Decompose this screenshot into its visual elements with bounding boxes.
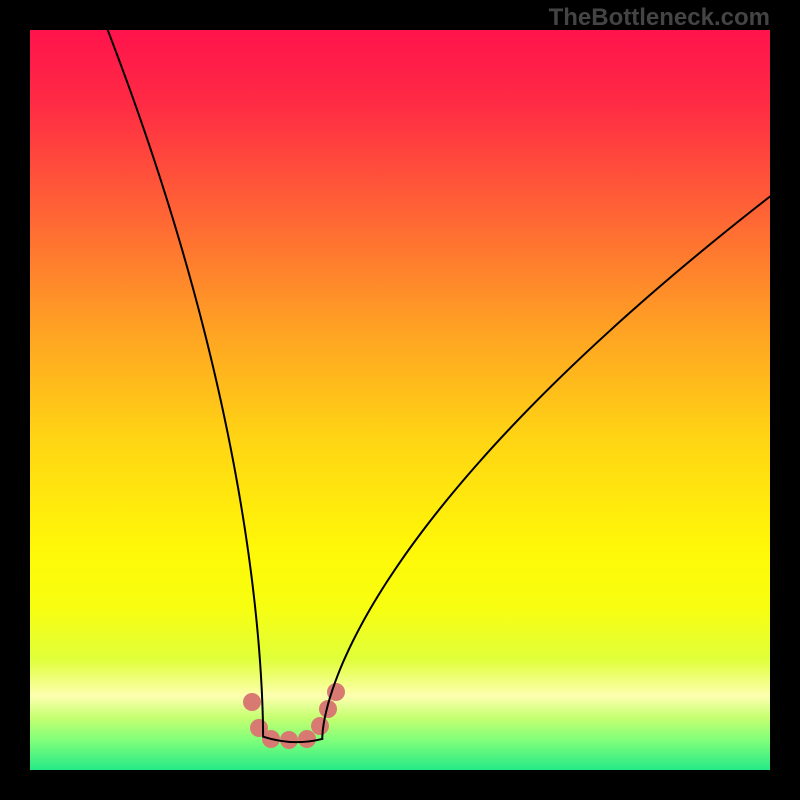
attribution-text: TheBottleneck.com: [549, 4, 770, 32]
valley-marker: [243, 693, 261, 711]
valley-marker: [280, 731, 298, 749]
valley-marker: [262, 730, 280, 748]
bottleneck-chart: TheBottleneck.com: [0, 0, 800, 800]
valley-marker: [327, 683, 345, 701]
valley-markers: [0, 0, 800, 800]
valley-marker: [319, 700, 337, 718]
valley-marker: [311, 717, 329, 735]
